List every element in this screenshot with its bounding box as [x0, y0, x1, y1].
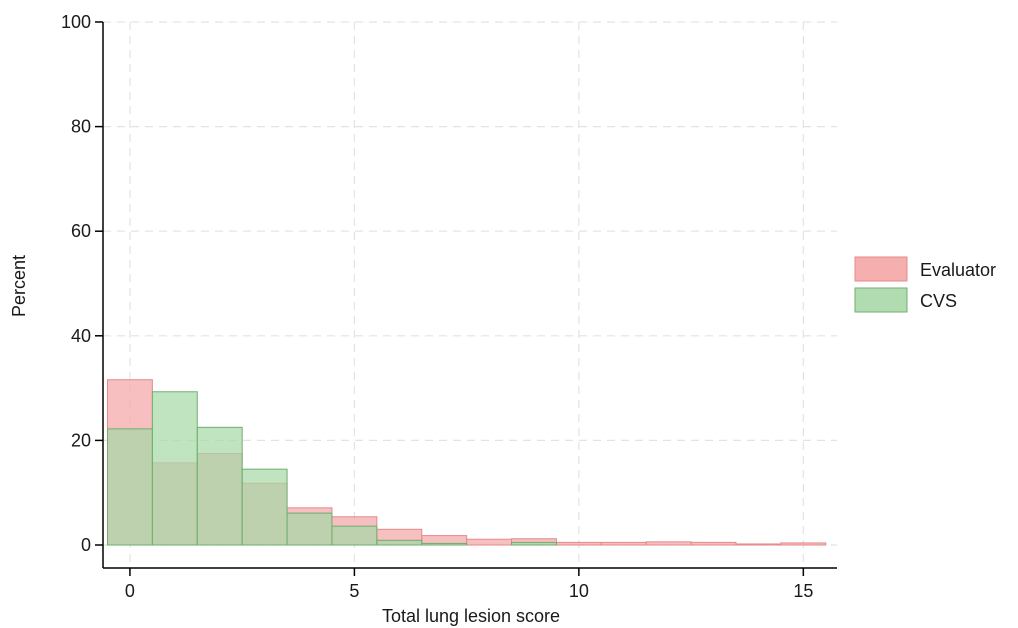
x-tick-label: 10: [569, 581, 589, 601]
cvs-bar: [196, 426, 243, 546]
y-tick-label: 100: [61, 12, 91, 32]
evaluator-bar: [600, 541, 647, 546]
x-axis-title: Total lung lesion score: [382, 606, 560, 626]
evaluator-bar: [780, 542, 827, 546]
x-tick-label: 0: [125, 581, 135, 601]
y-tick-label: 40: [71, 326, 91, 346]
cvs-bar: [151, 391, 198, 546]
evaluator-bar: [645, 541, 692, 546]
legend-label-evaluator: Evaluator: [920, 260, 996, 280]
evaluator-bar: [555, 541, 602, 546]
x-tick-label: 5: [349, 581, 359, 601]
y-tick-label: 80: [71, 117, 91, 137]
histogram-bars: [106, 379, 827, 546]
legend: Evaluator CVS: [854, 256, 996, 313]
cvs-bar: [241, 468, 288, 546]
cvs-bar: [376, 539, 423, 546]
evaluator-bar: [466, 538, 513, 546]
cvs-bar: [286, 512, 333, 546]
y-axis-title: Percent: [9, 255, 29, 317]
legend-label-cvs: CVS: [920, 291, 957, 311]
cvs-bar: [421, 542, 468, 546]
cvs-bar: [331, 525, 378, 546]
legend-swatch-cvs: [854, 287, 908, 313]
cvs-bar: [106, 428, 153, 546]
y-tick-label: 60: [71, 221, 91, 241]
legend-swatch-evaluator: [854, 256, 908, 282]
x-tick-label: 15: [793, 581, 813, 601]
axes: 0 20 40 60 80 100 0 5 10 15: [61, 12, 837, 601]
y-tick-label: 0: [81, 535, 91, 555]
evaluator-bar: [735, 543, 782, 546]
evaluator-bar: [690, 541, 737, 546]
cvs-bar: [511, 541, 557, 546]
y-tick-label: 20: [71, 430, 91, 450]
